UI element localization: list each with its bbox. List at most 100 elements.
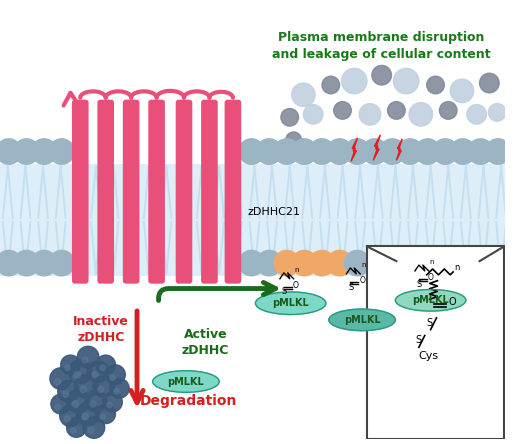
FancyBboxPatch shape bbox=[98, 99, 114, 284]
Ellipse shape bbox=[255, 292, 326, 314]
Text: Inactive
zDHHC: Inactive zDHHC bbox=[73, 315, 128, 344]
Circle shape bbox=[309, 139, 335, 164]
Circle shape bbox=[62, 391, 69, 397]
FancyBboxPatch shape bbox=[175, 99, 192, 284]
Circle shape bbox=[64, 416, 71, 422]
Circle shape bbox=[67, 418, 86, 437]
Circle shape bbox=[51, 394, 71, 414]
Circle shape bbox=[488, 103, 506, 121]
Circle shape bbox=[80, 386, 87, 392]
Ellipse shape bbox=[329, 309, 395, 331]
Text: S: S bbox=[417, 280, 422, 289]
Circle shape bbox=[292, 83, 315, 107]
Circle shape bbox=[479, 73, 499, 93]
Circle shape bbox=[303, 104, 323, 124]
Circle shape bbox=[450, 250, 476, 276]
Circle shape bbox=[274, 250, 299, 276]
Circle shape bbox=[409, 103, 432, 126]
Ellipse shape bbox=[395, 289, 466, 311]
Circle shape bbox=[440, 102, 457, 119]
Circle shape bbox=[327, 139, 352, 164]
Circle shape bbox=[327, 250, 352, 276]
Circle shape bbox=[61, 355, 80, 375]
Polygon shape bbox=[396, 139, 402, 160]
Text: O: O bbox=[359, 276, 365, 285]
Circle shape bbox=[92, 372, 98, 378]
Circle shape bbox=[49, 139, 74, 164]
Circle shape bbox=[82, 413, 88, 420]
Circle shape bbox=[103, 392, 122, 412]
Circle shape bbox=[432, 139, 458, 164]
Text: S: S bbox=[282, 287, 287, 297]
Circle shape bbox=[82, 357, 88, 363]
Circle shape bbox=[14, 250, 39, 276]
FancyBboxPatch shape bbox=[123, 99, 139, 284]
Circle shape bbox=[415, 139, 440, 164]
Text: Degradation: Degradation bbox=[140, 394, 237, 408]
Circle shape bbox=[380, 250, 405, 276]
Text: O: O bbox=[293, 281, 298, 289]
Text: O: O bbox=[448, 297, 456, 307]
Circle shape bbox=[503, 139, 516, 164]
Circle shape bbox=[85, 390, 107, 412]
Circle shape bbox=[380, 139, 405, 164]
Text: pMLKL: pMLKL bbox=[412, 295, 449, 305]
Text: pMLKL: pMLKL bbox=[344, 315, 380, 325]
Circle shape bbox=[55, 404, 60, 410]
Circle shape bbox=[100, 414, 105, 420]
Circle shape bbox=[93, 376, 115, 397]
Circle shape bbox=[14, 139, 39, 164]
Circle shape bbox=[76, 402, 100, 425]
Circle shape bbox=[415, 250, 440, 276]
Text: n: n bbox=[361, 262, 366, 268]
Polygon shape bbox=[351, 138, 358, 161]
Circle shape bbox=[397, 250, 423, 276]
Circle shape bbox=[50, 368, 71, 389]
Circle shape bbox=[31, 139, 57, 164]
Circle shape bbox=[98, 386, 104, 392]
Circle shape bbox=[467, 104, 487, 124]
Circle shape bbox=[256, 250, 282, 276]
Circle shape bbox=[292, 139, 317, 164]
FancyBboxPatch shape bbox=[201, 99, 218, 284]
Circle shape bbox=[450, 79, 474, 103]
Circle shape bbox=[65, 365, 70, 371]
Circle shape bbox=[345, 250, 370, 276]
Circle shape bbox=[503, 250, 516, 276]
Text: O: O bbox=[428, 273, 433, 282]
Circle shape bbox=[256, 139, 282, 164]
Circle shape bbox=[334, 102, 351, 119]
Circle shape bbox=[362, 250, 388, 276]
Circle shape bbox=[427, 76, 444, 94]
Text: S: S bbox=[415, 335, 421, 345]
Circle shape bbox=[309, 250, 335, 276]
Circle shape bbox=[31, 250, 57, 276]
Circle shape bbox=[281, 108, 298, 126]
Circle shape bbox=[114, 388, 119, 394]
Text: Plasma membrane disruption
and leakage of cellular content: Plasma membrane disruption and leakage o… bbox=[272, 31, 491, 61]
FancyBboxPatch shape bbox=[148, 99, 165, 284]
Circle shape bbox=[96, 404, 116, 424]
Circle shape bbox=[74, 371, 80, 378]
Circle shape bbox=[322, 76, 340, 94]
Circle shape bbox=[69, 360, 92, 384]
Circle shape bbox=[397, 139, 423, 164]
Circle shape bbox=[362, 139, 388, 164]
Circle shape bbox=[486, 250, 511, 276]
Circle shape bbox=[239, 250, 264, 276]
Text: zDHHC21: zDHHC21 bbox=[248, 207, 301, 217]
Circle shape bbox=[55, 379, 61, 385]
Circle shape bbox=[74, 375, 98, 398]
Text: n: n bbox=[295, 267, 299, 273]
Circle shape bbox=[393, 68, 419, 94]
Bar bbox=[367, 246, 504, 439]
Circle shape bbox=[110, 375, 115, 381]
Circle shape bbox=[468, 250, 493, 276]
Circle shape bbox=[72, 401, 78, 407]
Circle shape bbox=[107, 402, 112, 408]
Circle shape bbox=[359, 103, 381, 125]
Circle shape bbox=[342, 68, 367, 94]
Circle shape bbox=[286, 132, 301, 147]
Circle shape bbox=[60, 405, 81, 427]
FancyBboxPatch shape bbox=[224, 99, 241, 284]
